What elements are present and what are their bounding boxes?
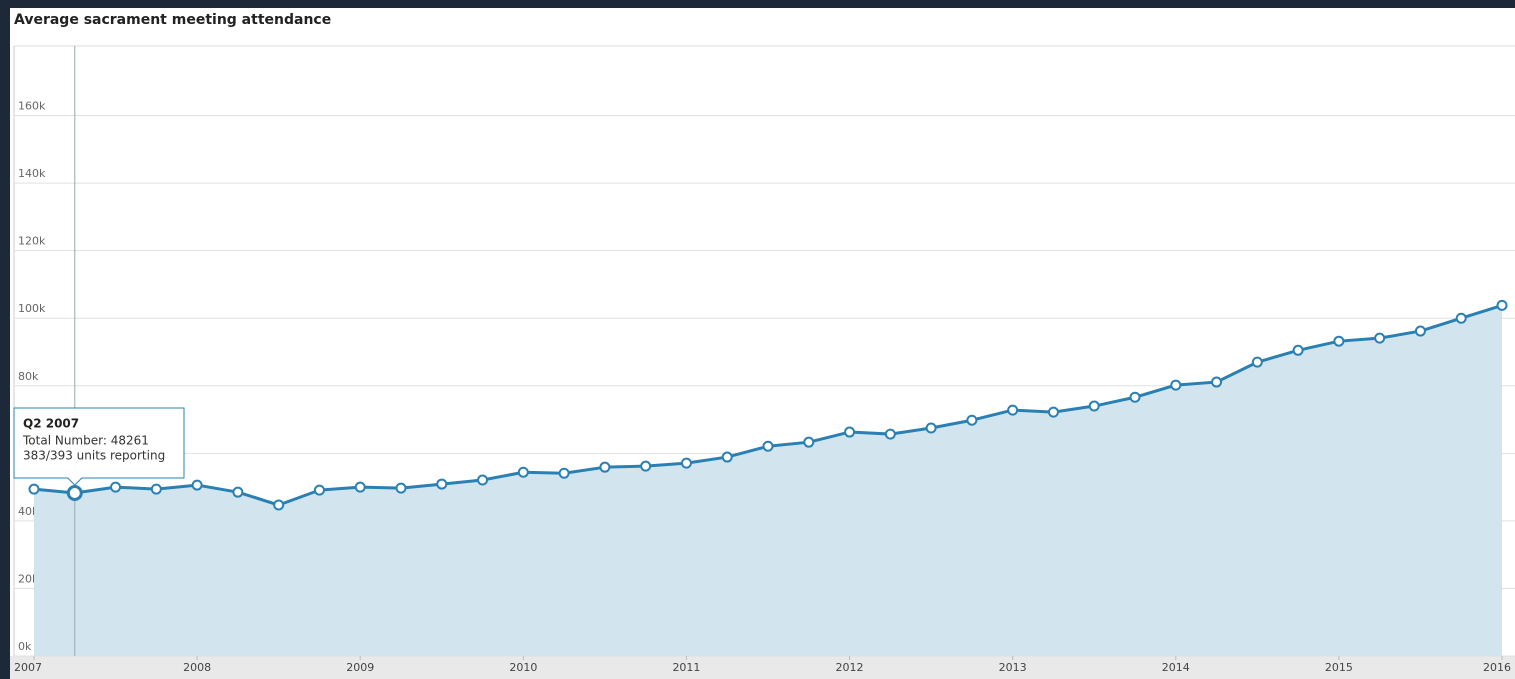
point (925, 422, 937, 434)
y-tick-label: 120k (18, 235, 46, 248)
x-tick-label: 2009 (346, 661, 374, 674)
x-tick-label: 2010 (509, 661, 537, 674)
point (1211, 376, 1223, 388)
point (273, 499, 285, 511)
point (517, 466, 529, 478)
point (884, 428, 896, 440)
x-axis-bar (10, 656, 1515, 679)
tooltip-line: 383/393 units reporting (23, 449, 165, 463)
point (1374, 332, 1386, 344)
point (354, 481, 366, 493)
y-tick-label: 100k (18, 302, 46, 315)
point (1414, 325, 1426, 337)
point (1496, 299, 1508, 311)
y-tick-label: 80k (18, 370, 39, 383)
x-tick-label: 2014 (1162, 661, 1190, 674)
y-tick-label: 40k (18, 505, 39, 518)
x-tick-label: 2015 (1325, 661, 1353, 674)
y-tick-label: 20k (18, 572, 39, 585)
point (803, 436, 815, 448)
point (232, 486, 244, 498)
point (66, 484, 83, 501)
chart-title: Average sacrament meeting attendance (14, 12, 331, 28)
point (966, 414, 978, 426)
area (34, 305, 1502, 656)
point (436, 478, 448, 490)
point (1251, 356, 1263, 368)
point (1170, 379, 1182, 391)
point (110, 481, 122, 493)
point (150, 483, 162, 495)
x-tick-label: 2013 (999, 661, 1027, 674)
x-tick-label: 2016 (1483, 661, 1511, 674)
point (1455, 312, 1467, 324)
point (844, 426, 856, 438)
x-tick-label: 2008 (183, 661, 211, 674)
point (477, 474, 489, 486)
point (1129, 391, 1141, 403)
top-border (0, 0, 1515, 8)
x-tick-label: 2012 (836, 661, 864, 674)
point (680, 457, 692, 469)
point (640, 460, 652, 472)
point (599, 461, 611, 473)
point (1047, 406, 1059, 418)
point (558, 467, 570, 479)
point (1292, 344, 1304, 356)
point (1007, 404, 1019, 416)
tooltip-title: Q2 2007 (23, 417, 79, 431)
point (313, 484, 325, 496)
tooltip-line: Total Number: 48261 (22, 434, 149, 448)
point (395, 482, 407, 494)
y-tick-label: 0k (18, 640, 32, 653)
y-tick-label: 140k (18, 167, 46, 180)
y-tick-label: 160k (18, 100, 46, 113)
point (721, 451, 733, 463)
point (762, 440, 774, 452)
point (191, 479, 203, 491)
point (1088, 400, 1100, 412)
x-tick-label: 2011 (672, 661, 700, 674)
point (28, 483, 40, 495)
point (1333, 335, 1345, 347)
tooltip-box (13, 407, 185, 486)
x-tick-label: 2007 (14, 661, 42, 674)
